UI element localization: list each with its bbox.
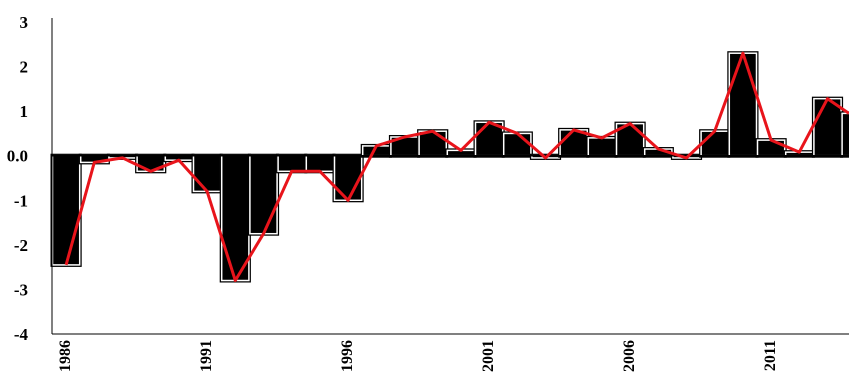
bar-2013 — [814, 99, 841, 156]
x-tick-label: 1996 — [339, 340, 356, 372]
bar-2002 — [504, 133, 531, 155]
bar-2010 — [729, 53, 756, 156]
y-tick-label: -2 — [14, 236, 28, 255]
y-tick-label: 0.0 — [7, 147, 28, 166]
x-tick-labels: 1986 1991 1996 2001 2006 2011 — [57, 340, 779, 372]
bar-1991 — [194, 156, 221, 192]
bar-1995 — [306, 156, 333, 172]
bar-2011 — [758, 140, 785, 156]
y-tick-label: 3 — [20, 13, 29, 32]
bar-1994 — [278, 156, 305, 172]
bar-2005 — [588, 138, 615, 156]
y-tick-label: 2 — [20, 58, 29, 77]
bar-1996 — [335, 156, 362, 201]
line-layer — [66, 53, 849, 280]
x-tick-label: 2006 — [621, 340, 638, 372]
bar-2009 — [701, 131, 728, 156]
bar-1992 — [222, 156, 249, 281]
bar-2014 — [842, 113, 849, 155]
series-line — [66, 53, 849, 280]
y-tick-labels: 3 2 1 0.0 -1 -2 -3 -4 — [7, 13, 29, 344]
bar-1986 — [53, 156, 80, 265]
x-tick-label: 2011 — [762, 340, 779, 371]
x-tick-label: 2001 — [480, 340, 497, 372]
y-tick-label: -3 — [14, 280, 28, 299]
bar-1993 — [250, 156, 277, 234]
bar-1999 — [419, 131, 446, 156]
y-tick-label: 1 — [20, 102, 29, 121]
y-tick-label: -4 — [14, 325, 29, 344]
x-tick-label: 1986 — [57, 340, 74, 372]
x-tick-label: 1991 — [198, 340, 215, 372]
y-tick-label: -1 — [14, 191, 28, 210]
